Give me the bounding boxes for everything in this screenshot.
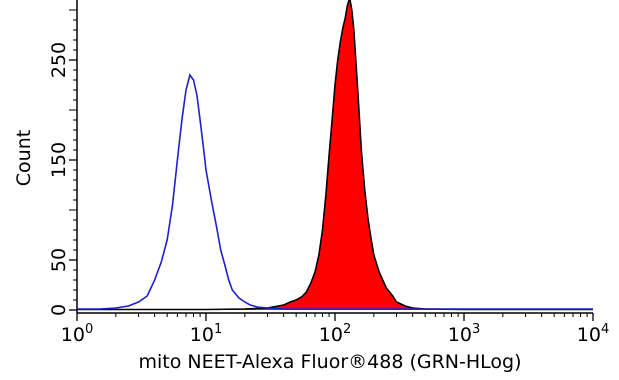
y-tick-label: 250 [48,42,70,78]
histogram-filled-area [77,0,593,310]
histogram-control-line [77,73,593,310]
x-axis-label: mito NEET-Alexa Fluor®488 (GRN-HLog) [138,351,521,373]
x-tick-label: 104 [577,322,609,346]
y-tick-label: 0 [48,304,70,316]
x-tick-label: 102 [319,322,351,346]
x-tick-label: 100 [61,322,93,346]
ticks-layer: 0 50 150 250 100 101 102 103 104 [48,9,609,346]
x-tick-label: 101 [190,322,222,346]
y-tick-label: 50 [48,248,70,272]
histogram-filled-outline [77,0,593,311]
y-axis-label: Count [13,130,35,186]
y-tick-label: 150 [48,142,70,178]
x-tick-label: 103 [448,322,480,346]
series-layer [77,0,593,311]
